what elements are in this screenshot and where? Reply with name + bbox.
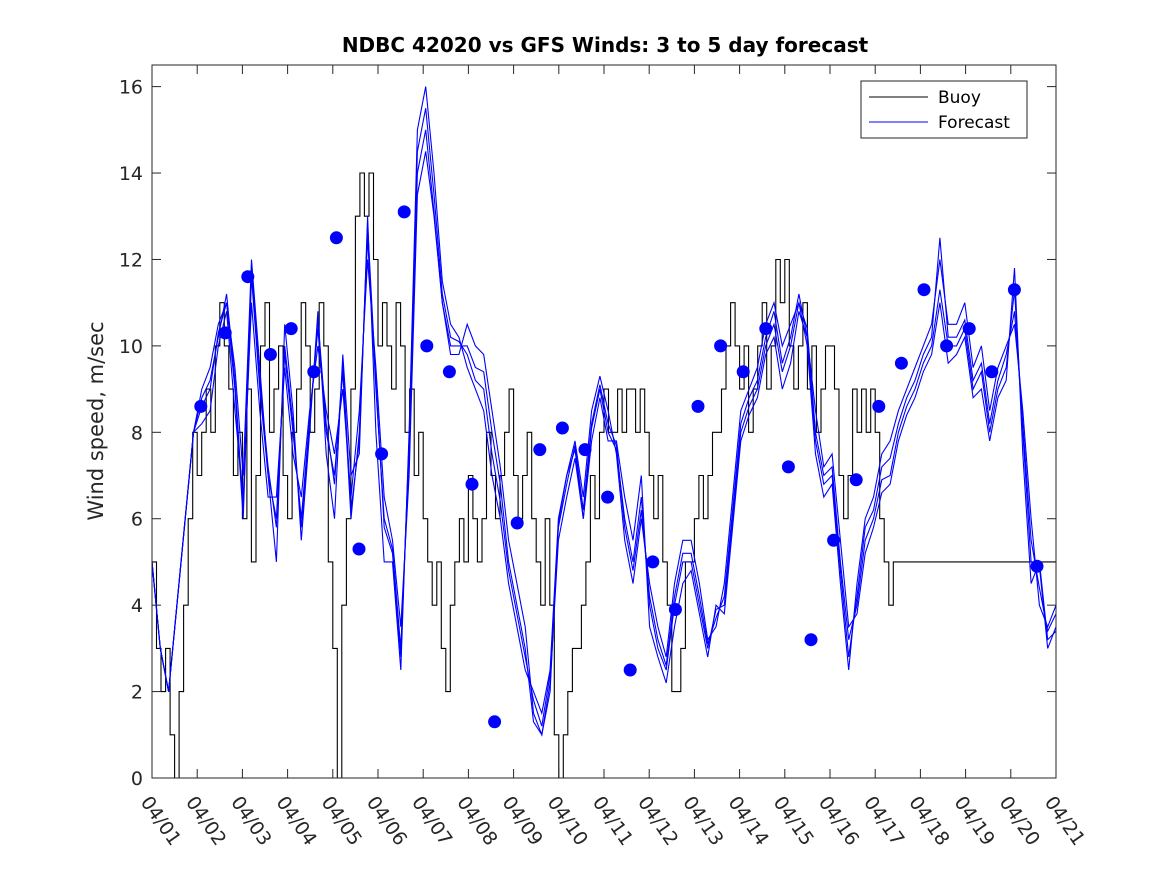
forecast-point: [241, 270, 255, 284]
forecast-point: [510, 516, 524, 530]
forecast-point: [218, 326, 232, 340]
plot-area: [151, 64, 1057, 779]
forecast-point: [736, 365, 750, 379]
forecast-line-2: [151, 86, 1057, 716]
legend-box: [860, 80, 1028, 139]
forecast-point: [284, 322, 298, 336]
forecast-point: [962, 322, 976, 336]
legend-forecast-label: Forecast: [938, 113, 1010, 133]
forecast-point: [442, 365, 456, 379]
legend-buoy-label: Buoy: [938, 88, 981, 108]
forecast-line-3: [151, 151, 1057, 737]
forecast-point: [263, 348, 277, 361]
forecast-point: [781, 460, 795, 474]
forecast-point: [375, 447, 389, 461]
forecast-point: [759, 322, 773, 336]
y-tick-label: 16: [119, 77, 143, 99]
y-tick-label: 6: [131, 509, 143, 531]
forecast-point: [668, 603, 682, 616]
y-axis-label: Wind speed, m/sec: [84, 321, 108, 520]
forecast-point: [1030, 559, 1044, 573]
y-tick-label: 14: [119, 163, 143, 185]
forecast-point: [894, 356, 908, 370]
forecast-line-4: [151, 108, 1057, 727]
y-tick-label: 10: [119, 336, 143, 358]
forecast-point: [397, 205, 411, 219]
forecast-point: [488, 715, 502, 729]
forecast-point: [985, 365, 999, 379]
forecast-point: [872, 399, 886, 413]
forecast-point: [533, 443, 547, 457]
forecast-point: [691, 399, 705, 413]
forecast-point: [1007, 283, 1021, 297]
legend: Buoy Forecast: [860, 80, 1028, 139]
y-tick-label: 8: [131, 422, 143, 444]
forecast-point: [646, 555, 660, 569]
forecast-point: [623, 663, 637, 677]
y-tick-label: 12: [119, 249, 143, 271]
chart-title: NDBC 42020 vs GFS Winds: 3 to 5 day fore…: [342, 33, 869, 57]
forecast-points: [194, 205, 1044, 729]
forecast-point: [714, 339, 728, 353]
forecast-point: [804, 633, 818, 647]
forecast-point: [917, 283, 931, 297]
forecast-line-1: [151, 129, 1057, 737]
y-axis-tick-labels: 0 2 4 6 8 10 12 14 16: [119, 77, 143, 790]
y-tick-label: 2: [131, 682, 143, 704]
forecast-point: [555, 421, 569, 435]
forecast-series: [151, 86, 1057, 737]
forecast-point: [420, 339, 434, 353]
forecast-point: [601, 490, 615, 504]
axis-ticks: [151, 65, 1057, 779]
forecast-point: [849, 473, 863, 487]
forecast-point: [352, 542, 366, 556]
forecast-point: [329, 231, 343, 245]
y-tick-label: 4: [131, 595, 143, 617]
forecast-point: [940, 339, 954, 353]
forecast-point: [465, 477, 479, 491]
forecast-point: [307, 365, 321, 379]
forecast-point: [194, 399, 208, 413]
forecast-point: [578, 443, 592, 457]
y-tick-label: 0: [131, 768, 143, 790]
forecast-point: [827, 533, 841, 547]
